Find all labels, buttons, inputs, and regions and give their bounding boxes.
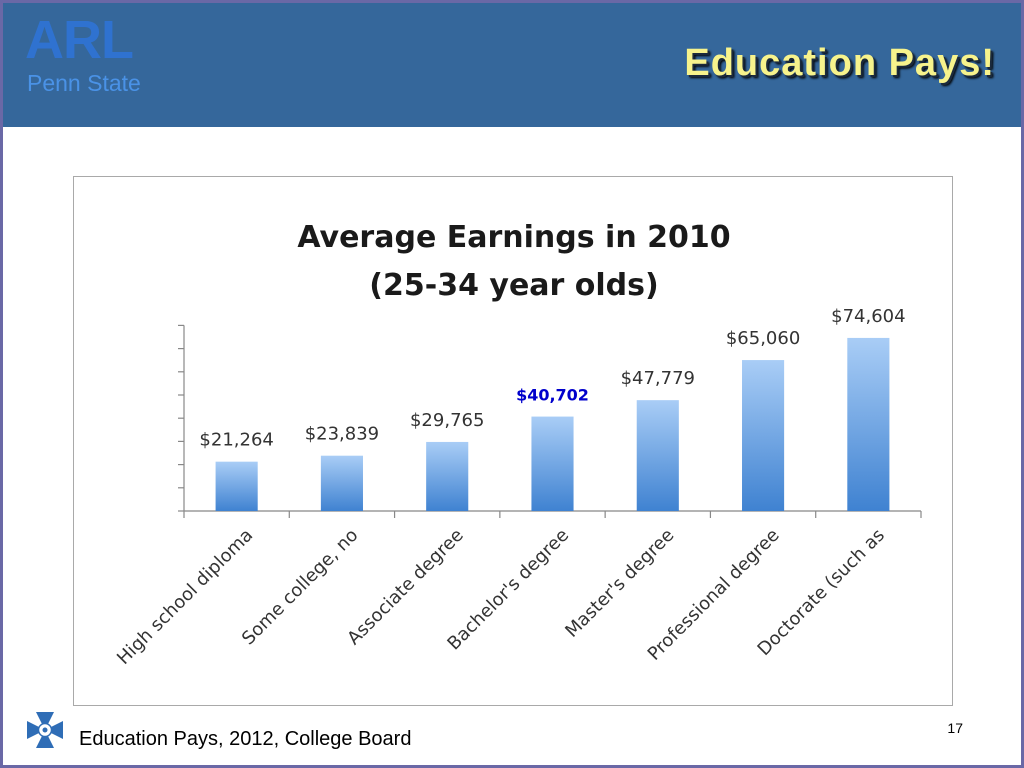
- plot-area: $21,264 High school diploma $23,839 Some co…: [113, 306, 922, 669]
- data-label: $21,264: [199, 430, 273, 451]
- category-label: High school diploma: [113, 525, 257, 669]
- slide-header: ARL Penn State Education Pays!: [3, 3, 1021, 127]
- chart-title: Average Earnings in 2010: [297, 220, 730, 255]
- data-label: $29,765: [410, 410, 484, 431]
- arl-logo-subtext: Penn State: [27, 70, 141, 96]
- category-label: Master's degree: [561, 525, 678, 642]
- slide: ARL Penn State Education Pays! Average E…: [3, 3, 1021, 765]
- slide-title: Education Pays!: [684, 42, 995, 84]
- bar: [742, 360, 785, 511]
- data-label: $74,604: [831, 306, 905, 327]
- page-number: 17: [947, 720, 963, 736]
- arl-logo-text: ARL: [25, 10, 134, 70]
- bar: [215, 461, 258, 511]
- bar: [531, 416, 574, 511]
- category-label: Some college, no: [238, 525, 363, 650]
- category-label: Associate degree: [343, 525, 467, 649]
- data-label: $40,702: [516, 386, 589, 405]
- bar: [847, 337, 890, 511]
- data-label: $65,060: [726, 328, 800, 349]
- data-label: $47,779: [621, 368, 695, 389]
- bar: [426, 441, 469, 511]
- bar-chart: Average Earnings in 2010 (25-34 year old…: [113, 220, 922, 669]
- maltese-cross-icon: [27, 712, 63, 748]
- bar: [636, 400, 679, 511]
- bar: [320, 455, 363, 511]
- data-label: $23,839: [305, 424, 379, 445]
- chart-subtitle: (25-34 year olds): [369, 268, 658, 303]
- source-citation: Education Pays, 2012, College Board: [79, 728, 412, 750]
- chart-frame: Average Earnings in 2010 (25-34 year old…: [73, 176, 953, 706]
